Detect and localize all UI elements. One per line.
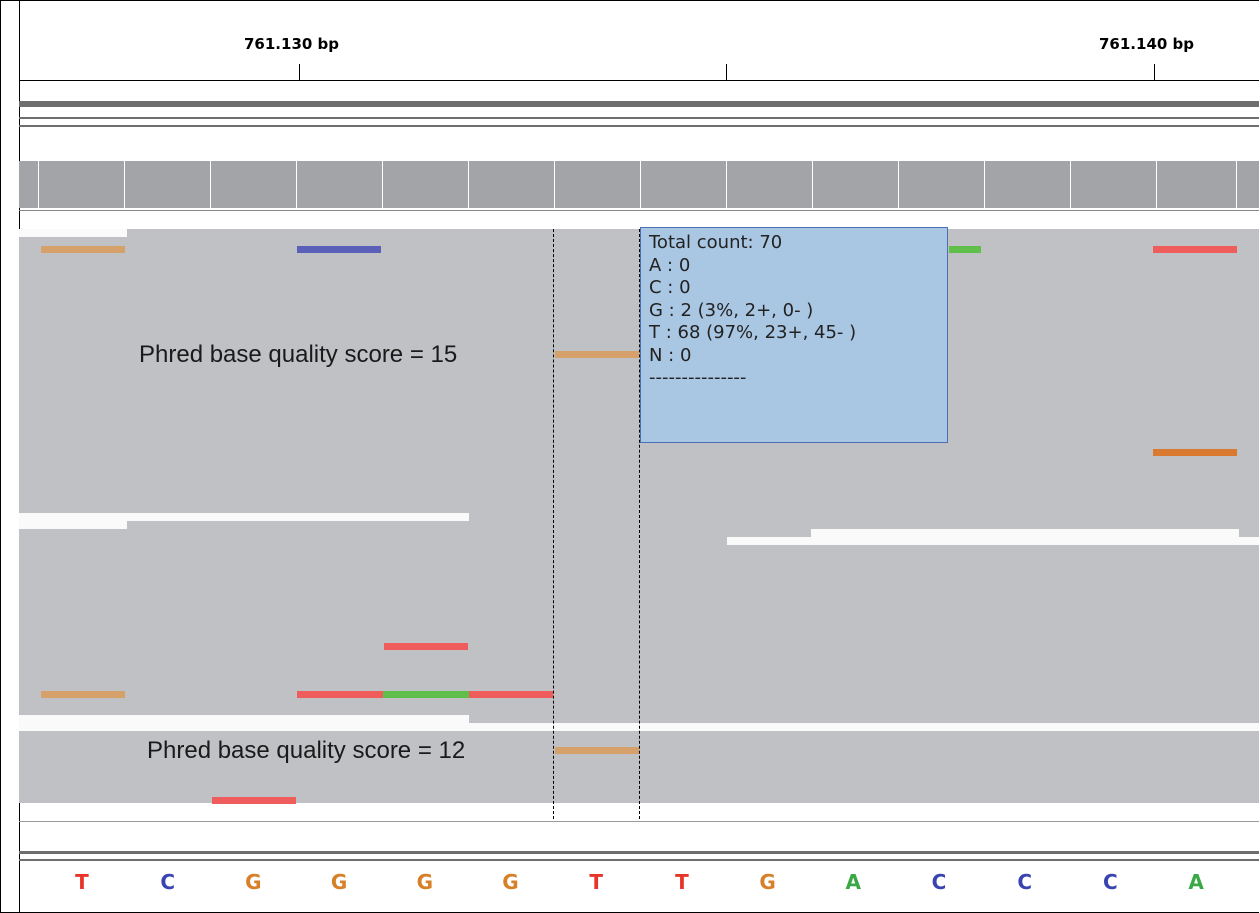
mismatch-t [212,797,296,804]
sequence-base: T [675,870,689,894]
sequence-base: G [330,870,348,894]
track-separator [19,125,1259,127]
ruler-tick [299,64,300,80]
popup-count-c: C : 0 [649,277,691,298]
coverage-bar[interactable] [469,161,555,208]
mismatch-g [41,246,125,253]
sequence-base: G [416,870,433,894]
coverage-bar[interactable] [1071,161,1157,208]
sequence-base: G [759,870,776,894]
track-separator [19,859,1259,861]
sequence-base: A [1188,870,1204,894]
sequence-base: G [502,870,519,894]
popup-count-n: N : 0 [649,344,692,366]
coverage-bar[interactable] [1157,161,1237,208]
read-block[interactable] [127,521,469,529]
popup-count-g: G : 2 (3%, 2+, 0- ) [649,299,814,321]
mismatch-g [1153,449,1237,456]
popup-count-a: A : 0 [649,254,691,276]
coverage-bar[interactable] [555,161,641,208]
sequence-base: C [160,870,176,894]
sequence-base: T [589,870,604,894]
mismatch-t [1153,246,1237,253]
read-block[interactable] [469,715,1259,723]
sequence-base: C [1017,870,1033,894]
mismatch-g-q12 [555,747,639,754]
mismatch-t [297,691,383,698]
popup-separator: --------------- [649,367,747,388]
ruler-label-right: 761.140 bp [1099,35,1195,53]
popup-total-count: Total count: 70 [649,232,783,253]
mismatch-a [949,246,981,253]
track-separator [19,117,1259,119]
read-gap [19,229,127,237]
sequence-base: A [845,870,862,894]
mismatch-g-q15 [555,351,639,358]
read-gap [811,529,1239,537]
coverage-bar[interactable] [1237,161,1259,208]
read-block[interactable] [469,513,1259,529]
track-separator [19,821,1259,822]
coverage-bar[interactable] [899,161,985,208]
annotation-quality-12: Phred base quality score = 12 [147,737,466,764]
coverage-bar[interactable] [125,161,211,208]
mismatch-c [297,246,381,253]
center-guide-right [639,229,640,819]
coverage-bar[interactable] [727,161,813,208]
track-separator [19,210,1259,211]
coverage-bar[interactable] [19,161,39,208]
coverage-bar[interactable] [297,161,383,208]
mismatch-t [469,691,553,698]
ruler-label-left: 761.130 bp [244,35,340,53]
coverage-bar[interactable] [39,161,125,208]
popup-count-t: T : 68 (97%, 23+, 45- ) [649,322,857,343]
sequence-base: C [931,870,947,894]
coverage-bar[interactable] [641,161,727,208]
sequence-base: G [245,870,262,894]
read-gap [19,521,127,529]
annotation-quality-15: Phred base quality score = 15 [139,341,458,368]
coverage-bar[interactable] [813,161,899,208]
coverage-popup[interactable]: Total count: 70 A : 0 C : 0 G : 2 (3%, 2… [640,227,948,443]
sequence-base: C [1103,870,1118,894]
track-separator [19,851,1259,854]
coverage-bar[interactable] [383,161,469,208]
sequence-base: T [75,870,89,894]
center-guide-left [553,229,554,819]
coverage-bar[interactable] [985,161,1071,208]
mismatch-a [383,691,469,698]
mismatch-g [41,691,125,698]
read-gap [727,537,1259,545]
coverage-bar[interactable] [211,161,297,208]
read-gap [19,513,469,521]
ruler-tick [726,64,727,80]
ruler-tick [1154,64,1155,80]
mismatch-t [384,643,468,650]
ruler-axis [19,80,1259,81]
track-separator [19,101,1259,107]
